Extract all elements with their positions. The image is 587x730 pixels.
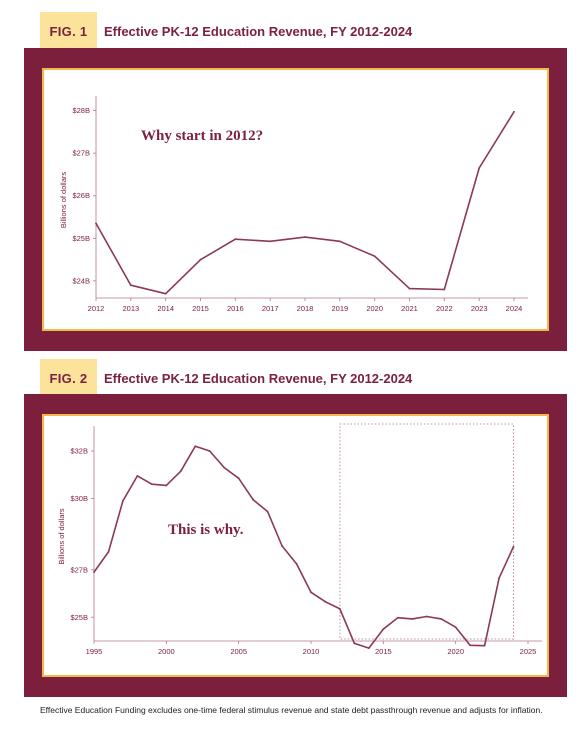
data-point bbox=[234, 238, 237, 241]
y-tick-label: $28B bbox=[72, 106, 90, 115]
y-tick-label: $24B bbox=[72, 276, 90, 285]
data-point bbox=[165, 484, 168, 487]
y-tick-label: $32B bbox=[70, 447, 88, 456]
fig2-annotation: This is why. bbox=[168, 522, 244, 538]
data-point bbox=[95, 222, 97, 225]
data-point bbox=[411, 618, 414, 620]
data-point bbox=[136, 475, 139, 477]
x-tick-label: 2000 bbox=[158, 647, 175, 656]
data-point bbox=[338, 240, 341, 243]
data-point bbox=[295, 562, 298, 565]
x-tick-label: 2018 bbox=[297, 304, 314, 313]
x-tick-label: 2025 bbox=[520, 647, 537, 656]
data-point bbox=[310, 591, 312, 594]
y-tick-label: $26B bbox=[72, 191, 90, 200]
y-tick-label: $27B bbox=[70, 565, 88, 574]
data-point bbox=[478, 167, 481, 169]
data-point bbox=[164, 292, 167, 295]
data-point bbox=[237, 477, 240, 480]
data-point bbox=[150, 483, 153, 486]
x-tick-label: 2022 bbox=[436, 304, 453, 313]
footnote: Effective Education Funding excludes one… bbox=[40, 705, 543, 715]
x-tick-label: 2020 bbox=[366, 304, 383, 313]
x-tick-label: 2005 bbox=[230, 647, 247, 656]
x-tick-label: 2021 bbox=[401, 304, 418, 313]
data-point bbox=[252, 498, 255, 501]
highlight-box bbox=[339, 423, 514, 640]
data-point bbox=[373, 255, 376, 258]
data-point bbox=[469, 644, 472, 647]
data-point bbox=[454, 626, 457, 629]
x-tick-label: 2010 bbox=[303, 647, 320, 656]
data-point bbox=[498, 577, 500, 579]
fig1-annotation: Why start in 2012? bbox=[141, 128, 263, 144]
x-tick-label: 1995 bbox=[86, 647, 103, 656]
fig2-y-axis-title: Billions of dollars bbox=[57, 508, 66, 565]
y-tick-label: $25B bbox=[72, 234, 90, 243]
fig2-line-chart: This is why. $25B $27B $30B $32B 1995 2000 200… bbox=[57, 423, 542, 656]
data-point bbox=[223, 466, 226, 469]
data-point bbox=[194, 445, 197, 448]
data-point bbox=[425, 615, 428, 618]
data-point bbox=[304, 236, 306, 238]
x-tick-label: 2023 bbox=[471, 304, 488, 313]
data-point bbox=[129, 284, 132, 287]
x-tick-label: 2015 bbox=[192, 304, 209, 313]
x-tick-label: 2024 bbox=[506, 304, 523, 313]
data-point bbox=[440, 618, 443, 620]
y-tick-label: $30B bbox=[70, 494, 88, 503]
data-point bbox=[199, 258, 202, 261]
data-point bbox=[93, 571, 95, 574]
data-point bbox=[179, 470, 182, 473]
fig2-chart-area: This is why. $25B $27B $30B $32B 1995 2000 200… bbox=[42, 414, 549, 677]
y-tick-label: $27B bbox=[72, 149, 90, 158]
data-point bbox=[122, 499, 124, 502]
data-point bbox=[512, 545, 515, 548]
data-point bbox=[107, 551, 110, 553]
data-point bbox=[513, 110, 515, 113]
fig1-y-axis-title: Billions of dollars bbox=[59, 172, 68, 229]
data-point bbox=[443, 288, 446, 291]
x-tick-label: 2020 bbox=[447, 647, 464, 656]
data-point bbox=[208, 450, 211, 452]
fig1-panel: Why start in 2012? $24B $25B $26B $27B $28B 2… bbox=[24, 48, 567, 351]
data-point bbox=[339, 608, 341, 610]
fig1-chart-area: Why start in 2012? $24B $25B $26B $27B $28B 2… bbox=[42, 68, 549, 331]
data-point bbox=[353, 642, 356, 645]
data-point bbox=[408, 287, 411, 290]
data-point bbox=[367, 647, 370, 650]
fig2-title: Effective PK-12 Education Revenue, FY 20… bbox=[104, 371, 413, 386]
fig2-panel: This is why. $25B $27B $30B $32B 1995 2000 200… bbox=[24, 394, 567, 697]
fig1-line-chart: Why start in 2012? $24B $25B $26B $27B $28B 2… bbox=[59, 96, 528, 313]
fig1-label: FIG. 1 bbox=[40, 12, 97, 50]
fig2-series-line bbox=[93, 445, 515, 649]
data-point bbox=[266, 510, 269, 513]
data-point bbox=[483, 644, 486, 647]
data-point bbox=[281, 545, 283, 547]
fig2-label: FIG. 2 bbox=[40, 359, 97, 397]
data-point bbox=[382, 628, 385, 631]
data-point bbox=[324, 600, 327, 603]
fig1-title: Effective PK-12 Education Revenue, FY 20… bbox=[104, 24, 413, 39]
x-tick-label: 2013 bbox=[122, 304, 139, 313]
y-tick-label: $25B bbox=[70, 613, 88, 622]
data-point bbox=[269, 240, 272, 243]
x-tick-label: 2015 bbox=[375, 647, 392, 656]
data-point bbox=[396, 616, 399, 619]
x-tick-label: 2014 bbox=[157, 304, 174, 313]
x-tick-label: 2017 bbox=[262, 304, 279, 313]
x-tick-label: 2012 bbox=[88, 304, 105, 313]
x-tick-label: 2019 bbox=[331, 304, 348, 313]
x-tick-label: 2016 bbox=[227, 304, 244, 313]
